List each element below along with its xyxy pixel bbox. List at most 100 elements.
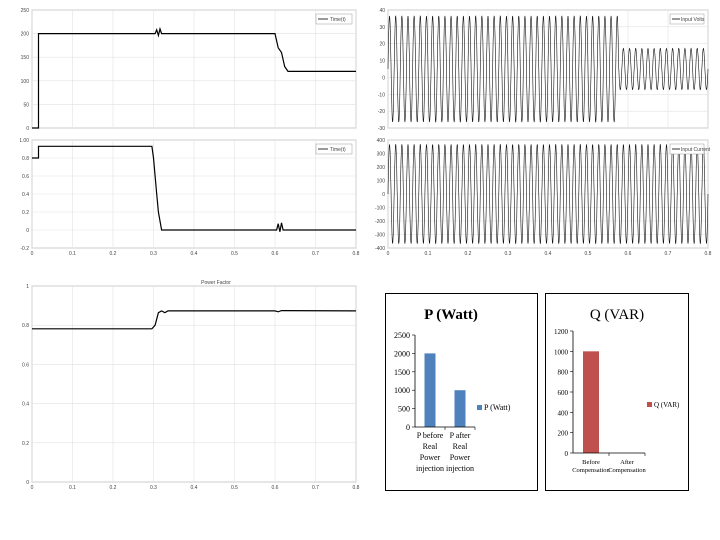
y-tick-label: 0.6 bbox=[22, 362, 29, 368]
y-tick-label: 500 bbox=[398, 405, 410, 414]
y-tick-label: 400 bbox=[377, 138, 386, 144]
y-tick-label: 200 bbox=[21, 32, 30, 38]
y-tick-label: -200 bbox=[375, 219, 385, 225]
y-tick-label: 200 bbox=[377, 165, 386, 171]
bar-chart-p-watt: P (Watt) 2500 2000 1500 1000 500 0 P before Rea… bbox=[385, 293, 538, 491]
category-label: injection bbox=[446, 464, 474, 473]
grid bbox=[31, 285, 357, 483]
bar-marks bbox=[583, 351, 599, 453]
x-tick-label: 0.1 bbox=[69, 485, 76, 491]
legend-label: P (Watt) bbox=[484, 403, 511, 412]
x-tick-label: 0.6 bbox=[272, 485, 279, 491]
y-tick-label: -20 bbox=[378, 109, 385, 115]
scope-title: Power Factor bbox=[201, 280, 231, 286]
chart-title: Q (VAR) bbox=[590, 307, 644, 323]
x-tick-labels: 0 0.1 0.2 0.3 0.4 0.5 0.6 0.7 0.8 bbox=[31, 251, 360, 257]
y-tick-label: 0.2 bbox=[22, 441, 29, 447]
y-tick-label: 1000 bbox=[554, 348, 569, 356]
bar bbox=[583, 351, 599, 453]
axes: 120010008006004002000BeforeCompensationA… bbox=[554, 328, 647, 474]
legend-label: Input Current bbox=[681, 147, 711, 153]
x-tick-label: 0.7 bbox=[312, 251, 319, 257]
signal-trace bbox=[32, 26, 356, 129]
signal-trace bbox=[32, 145, 356, 232]
y-tick-label: 0.6 bbox=[22, 174, 29, 180]
legend-box bbox=[669, 143, 705, 155]
x-tick-labels: 0 0.1 0.2 0.3 0.4 0.5 0.6 0.7 0.8 bbox=[31, 485, 360, 491]
category-label: P after bbox=[450, 431, 471, 440]
y-tick-label: 50 bbox=[23, 102, 29, 108]
y-tick-label: 20 bbox=[379, 42, 385, 48]
legend-label: Time(t) bbox=[330, 17, 346, 23]
y-tick-label: 0.4 bbox=[22, 192, 29, 198]
legend-label: Time(t) bbox=[330, 147, 346, 153]
category-label: Real bbox=[453, 442, 468, 451]
scope-mid-right: 400 300 200 100 0 -100 -200 -300 -400 0 0.1 0.2 0.3… bbox=[375, 138, 712, 257]
voltage-waveform bbox=[387, 15, 709, 123]
y-tick-labels: 1.00 0.8 0.6 0.4 0.2 0 -0.2 bbox=[20, 138, 29, 252]
chart-frame bbox=[545, 293, 689, 491]
y-tick-label: 30 bbox=[379, 25, 385, 31]
bar bbox=[424, 353, 436, 427]
grid bbox=[31, 139, 357, 249]
x-tick-label: 0.5 bbox=[231, 251, 238, 257]
category-label: Real bbox=[423, 442, 438, 451]
legend-box bbox=[315, 13, 353, 25]
x-tick-label: 0.4 bbox=[545, 251, 552, 257]
y-tick-label: 1200 bbox=[554, 328, 569, 336]
x-tick-label: 0 bbox=[31, 251, 34, 257]
scope-bottom-left: Power Factor 1 0.8 0.6 0.4 0.2 0 0 0.1 0.2 0.3 0.… bbox=[22, 280, 360, 491]
category-label: Before bbox=[582, 459, 600, 466]
category-label: Power bbox=[420, 453, 441, 462]
y-tick-label: 400 bbox=[558, 409, 569, 417]
y-tick-labels: 400 300 200 100 0 -100 -200 -300 -400 bbox=[375, 138, 385, 252]
legend-label: Input Volts bbox=[681, 17, 705, 23]
x-tick-label: 0.2 bbox=[110, 251, 117, 257]
x-tick-label: 0.5 bbox=[231, 485, 238, 491]
y-tick-label: 2000 bbox=[394, 349, 410, 358]
y-tick-label: 100 bbox=[21, 79, 30, 85]
x-tick-label: 0.4 bbox=[191, 485, 198, 491]
y-tick-label: 1000 bbox=[394, 386, 410, 395]
y-tick-label: 0.8 bbox=[22, 156, 29, 162]
x-tick-label: 0 bbox=[31, 485, 34, 491]
category-label: Compensation bbox=[608, 467, 646, 474]
y-tick-label: -100 bbox=[375, 206, 385, 212]
legend-label: Q (VAR) bbox=[654, 401, 680, 409]
y-tick-label: -30 bbox=[378, 126, 385, 132]
bar-chart-q-var: Q (VAR) 120010008006004002000BeforeCompe… bbox=[545, 293, 689, 491]
y-tick-label: 0 bbox=[26, 480, 29, 486]
x-tick-label: 0.2 bbox=[110, 485, 117, 491]
y-tick-label: 0 bbox=[382, 75, 385, 81]
y-tick-label: 0 bbox=[565, 450, 569, 458]
legend-swatch bbox=[647, 402, 652, 407]
y-tick-label: 0.4 bbox=[22, 402, 29, 408]
x-tick-label: 0.1 bbox=[69, 251, 76, 257]
scope-top-right: 40 30 20 10 0 -10 -20 -30 Input Volts bbox=[378, 8, 709, 132]
x-tick-label: 0.7 bbox=[312, 485, 319, 491]
y-tick-label: -300 bbox=[375, 233, 385, 239]
bar-marks bbox=[424, 353, 466, 427]
x-tick-label: 0 bbox=[387, 251, 390, 257]
signal-trace bbox=[32, 309, 357, 330]
y-tick-label: 0.2 bbox=[22, 210, 29, 216]
y-tick-labels: 40 30 20 10 0 -10 -20 -30 bbox=[378, 8, 385, 132]
x-tick-label: 0.1 bbox=[425, 251, 432, 257]
legend-box bbox=[669, 13, 705, 25]
y-tick-label: -0.2 bbox=[20, 246, 29, 252]
x-tick-label: 0.3 bbox=[150, 251, 157, 257]
y-tick-label: 1 bbox=[26, 284, 29, 290]
x-tick-label: 0.4 bbox=[191, 251, 198, 257]
bar bbox=[454, 390, 466, 427]
x-tick-labels: 0 0.1 0.2 0.3 0.4 0.5 0.6 0.7 0.8 bbox=[387, 251, 712, 257]
y-tick-label: 1500 bbox=[394, 368, 410, 377]
x-tick-label: 0.3 bbox=[505, 251, 512, 257]
scope-top-left: 250 200 150 100 50 0 Time(t) bbox=[21, 8, 357, 132]
x-tick-label: 0.7 bbox=[665, 251, 672, 257]
x-tick-label: 0.2 bbox=[465, 251, 472, 257]
axes: 2500 2000 1500 1000 500 0 P before Real Power inj… bbox=[394, 331, 476, 473]
chart-title: P (Watt) bbox=[424, 307, 478, 323]
y-tick-label: 40 bbox=[379, 8, 385, 14]
y-tick-label: 0.8 bbox=[22, 323, 29, 329]
x-tick-label: 0.3 bbox=[150, 485, 157, 491]
